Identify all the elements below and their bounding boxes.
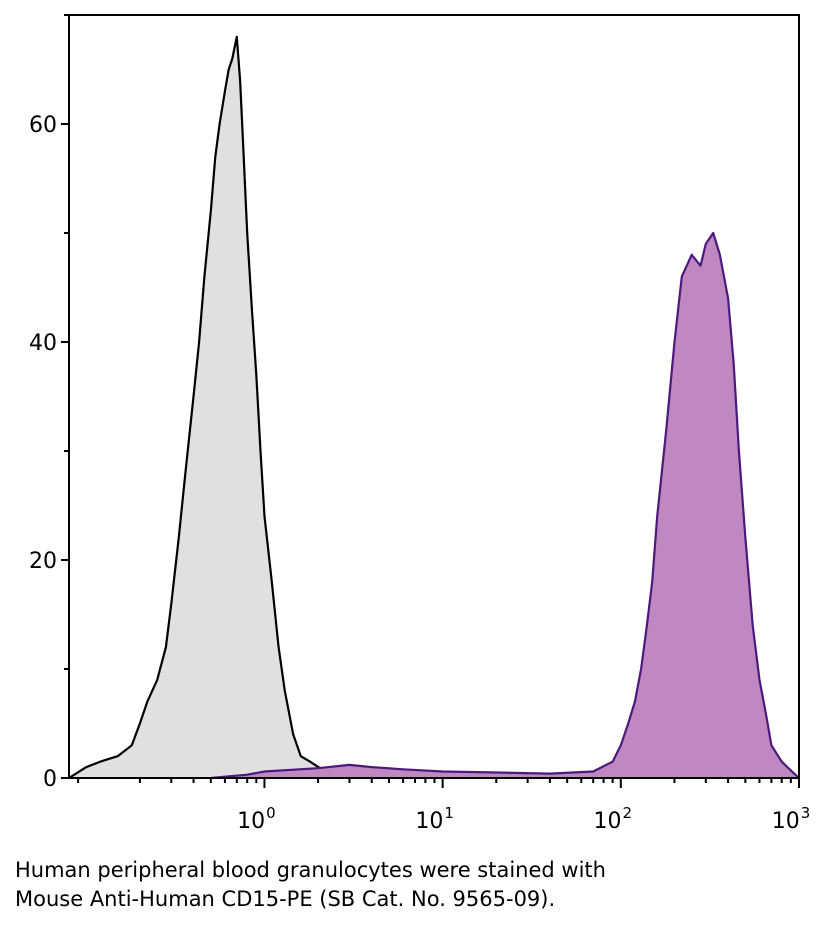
- histogram-chart: 0 20 40 60 100 101 102 103: [29, 14, 811, 834]
- series-0-area: [69, 36, 350, 779]
- series-0-line: [68, 35, 350, 780]
- y-tick-label: 40: [29, 331, 57, 356]
- y-tick-label: 20: [29, 549, 57, 574]
- y-tick-label: 0: [43, 767, 57, 792]
- x-tick-label: 100: [237, 804, 276, 834]
- x-tick-label: 101: [415, 804, 454, 834]
- series-1-area: [210, 233, 800, 778]
- caption-line-1: Human peripheral blood granulocytes were…: [15, 858, 606, 882]
- x-tick-label: 102: [594, 804, 633, 834]
- x-tick-label: 103: [772, 804, 811, 834]
- series-layer: [68, 35, 800, 780]
- caption-line-2: Mouse Anti-Human CD15-PE (SB Cat. No. 95…: [15, 887, 556, 911]
- y-tick-label: 60: [29, 113, 57, 138]
- figure-caption: Human peripheral blood granulocytes were…: [15, 856, 815, 914]
- axes-layer: 0 20 40 60 100 101 102 103: [29, 14, 811, 834]
- series-1-line: [210, 231, 800, 780]
